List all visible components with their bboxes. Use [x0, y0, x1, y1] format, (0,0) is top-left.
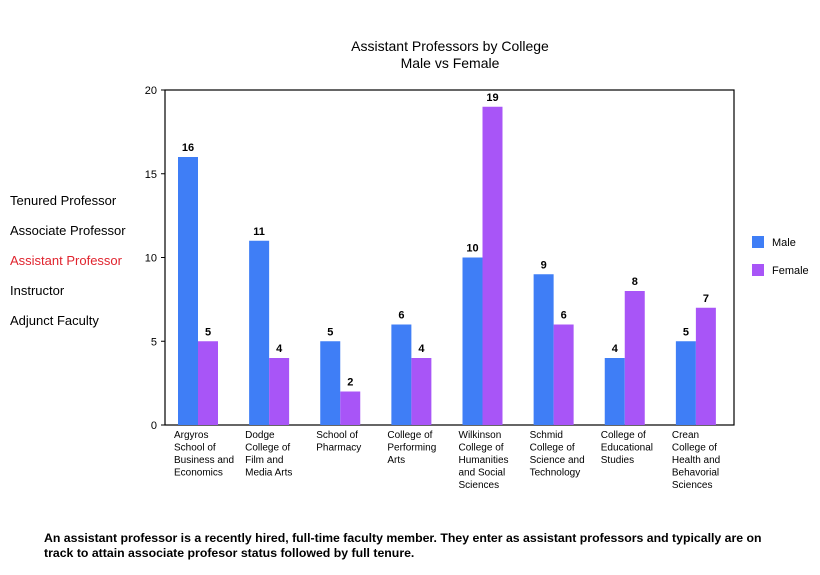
- category-label-line: Behavorial: [672, 468, 719, 479]
- category-label-line: College of: [530, 443, 575, 454]
- bar-female: [340, 391, 361, 425]
- menu-item-tenured-professor[interactable]: Tenured Professor: [10, 193, 117, 208]
- data-label: 6: [561, 310, 567, 322]
- data-label: 10: [466, 243, 478, 255]
- category-label-line: Performing: [387, 443, 436, 454]
- category-label-line: Pharmacy: [316, 443, 361, 454]
- category-label: College of Performing Arts: [387, 430, 436, 466]
- category-label-line: Sciences: [459, 480, 500, 491]
- bar-female: [482, 106, 503, 425]
- category-label-line: Schmid: [530, 430, 563, 441]
- bar-female: [269, 358, 290, 425]
- bar-male: [604, 358, 625, 425]
- y-tick-label: 20: [145, 85, 157, 97]
- legend-label: Male: [772, 237, 796, 249]
- category-label-line: Dodge: [245, 430, 275, 441]
- data-label: 5: [683, 326, 689, 338]
- legend-swatch: [752, 236, 764, 248]
- data-label: 9: [541, 259, 547, 271]
- y-tick-label: 10: [145, 253, 157, 265]
- category-label-line: Health and: [672, 455, 720, 466]
- bar-female: [695, 307, 716, 425]
- category-label: Wilkinson College of Humanities and Social S…: [459, 430, 509, 491]
- category-label-line: Crean: [672, 430, 699, 441]
- data-label: 2: [347, 377, 353, 389]
- bar-male: [533, 274, 554, 425]
- bars-group: 16 5 11 4 5 2 6 4 10 19 9 6 4 8 5 7: [178, 92, 716, 425]
- y-tick-label: 5: [151, 336, 157, 348]
- menu-item-adjunct-faculty[interactable]: Adjunct Faculty: [10, 313, 99, 328]
- data-label: 8: [632, 276, 638, 288]
- legend-swatch: [752, 264, 764, 276]
- menu-item-assistant-professor[interactable]: Assistant Professor: [10, 253, 122, 268]
- menu-item-instructor[interactable]: Instructor: [10, 283, 65, 298]
- category-label-line: Educational: [601, 443, 653, 454]
- category-label-line: Technology: [530, 468, 581, 479]
- category-label-line: Economics: [174, 468, 223, 479]
- category-label-line: Studies: [601, 455, 634, 466]
- data-label: 6: [398, 310, 404, 322]
- category-label-line: Sciences: [672, 480, 713, 491]
- data-label: 16: [182, 142, 194, 154]
- category-label-line: Business and: [174, 455, 234, 466]
- bar-female: [198, 341, 218, 425]
- bar-male: [462, 257, 483, 425]
- data-label: 19: [486, 92, 498, 104]
- chart-subtitle: Male vs Female: [401, 55, 500, 71]
- category-label: Schmid College of Science and Technology: [530, 430, 585, 479]
- bar-male: [178, 157, 198, 425]
- data-label: 4: [276, 343, 283, 355]
- side-menu: Tenured Professor Associate Professor As…: [10, 193, 126, 343]
- category-label-line: Science and: [530, 455, 585, 466]
- category-label-line: Humanities: [459, 455, 509, 466]
- category-label-line: Argyros: [174, 430, 208, 441]
- category-label: School of Pharmacy: [316, 430, 361, 454]
- bar-male: [320, 341, 341, 425]
- category-label-line: College of: [245, 443, 290, 454]
- data-label: 5: [205, 326, 211, 338]
- category-label-line: School of: [316, 430, 358, 441]
- legend-label: Female: [772, 265, 809, 277]
- data-label: 7: [703, 293, 709, 305]
- category-label: College of Educational Studies: [601, 430, 653, 466]
- category-label-line: and Social: [459, 468, 506, 479]
- bar-male: [249, 240, 270, 425]
- bar-male: [675, 341, 696, 425]
- footnote: An assistant professor is a recently hir…: [44, 531, 762, 560]
- category-label-line: College of: [601, 430, 646, 441]
- category-label-line: Media Arts: [245, 468, 292, 479]
- data-label: 4: [418, 343, 425, 355]
- category-label-line: School of: [174, 443, 216, 454]
- y-tick-label: 15: [145, 169, 157, 181]
- category-label-line: College of: [459, 443, 504, 454]
- category-label: Argyros School of Business and Economics: [174, 430, 234, 479]
- legend: Male Female: [752, 236, 809, 277]
- data-label: 5: [327, 326, 333, 338]
- data-label: 11: [253, 226, 265, 238]
- menu-item-associate-professor[interactable]: Associate Professor: [10, 223, 126, 238]
- bar-female: [624, 291, 645, 425]
- category-label-line: Arts: [387, 455, 405, 466]
- category-label-line: Wilkinson: [459, 430, 502, 441]
- y-axis: 0 5 10 15 20: [145, 85, 165, 432]
- bar-female: [553, 324, 574, 425]
- y-tick-label: 0: [151, 420, 157, 432]
- x-axis: Argyros School of Business and EconomicsDod…: [174, 430, 720, 491]
- category-label-line: College of: [672, 443, 717, 454]
- chart-title: Assistant Professors by College: [351, 38, 549, 54]
- bar-female: [411, 358, 432, 425]
- category-label: Crean College of Health and Behavorial Scien…: [672, 430, 720, 491]
- category-label-line: College of: [387, 430, 432, 441]
- data-label: 4: [612, 343, 619, 355]
- category-label: Dodge College of Film and Media Arts: [245, 430, 292, 479]
- category-label-line: Film and: [245, 455, 283, 466]
- bar-male: [391, 324, 412, 425]
